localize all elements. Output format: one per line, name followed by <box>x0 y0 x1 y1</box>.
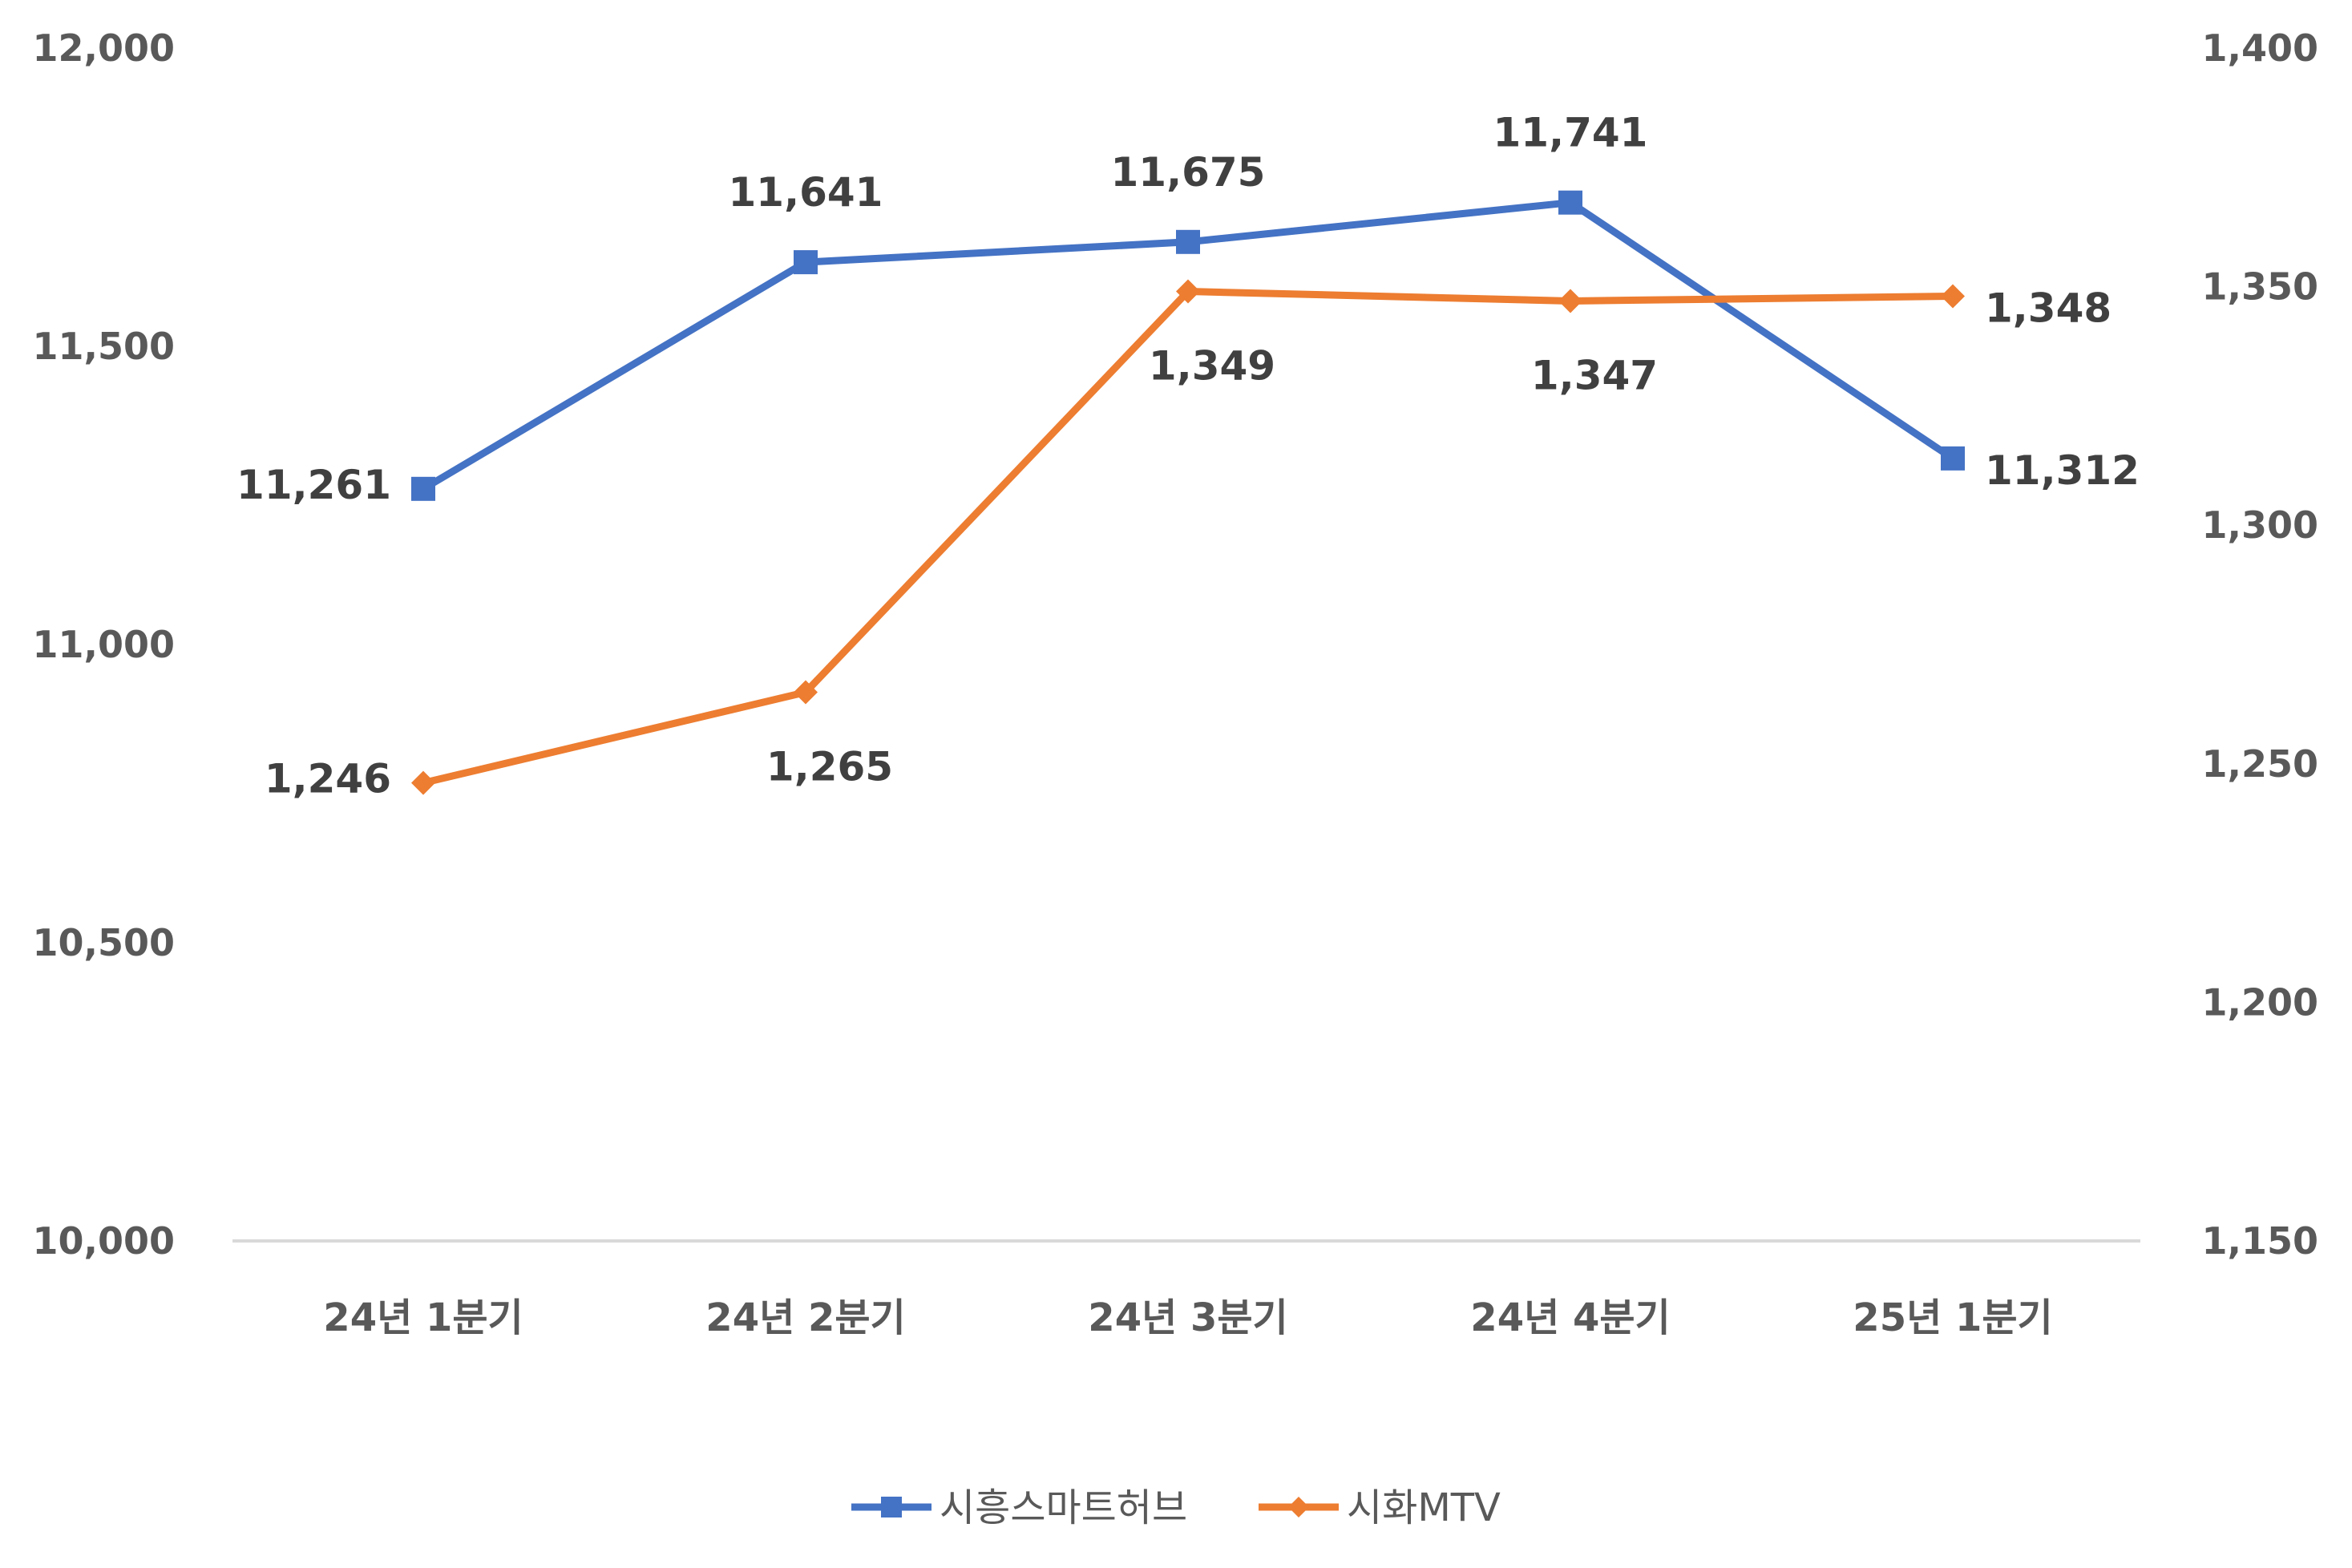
data-labels: 11,261 11,641 11,675 11,741 11,312 1,246 1,265… <box>236 110 2140 802</box>
data-label: 1,265 <box>766 744 893 790</box>
data-label: 1,246 <box>265 756 391 802</box>
data-point-marker <box>1941 284 1965 309</box>
data-point-marker <box>1176 279 1200 304</box>
category-label: 24년 3분기 <box>1088 1295 1287 1340</box>
legend-label: 시흥스마트허브 <box>940 1485 1187 1530</box>
data-label: 11,312 <box>1985 447 2140 494</box>
right-tick-label: 1,350 <box>2201 265 2318 309</box>
data-point-marker <box>1176 229 1200 254</box>
data-label: 11,741 <box>1493 110 1648 156</box>
data-point-marker <box>794 680 818 705</box>
data-point-marker <box>1941 446 1965 471</box>
data-point-marker <box>411 476 435 501</box>
data-point-marker <box>794 250 818 275</box>
category-label: 24년 2분기 <box>705 1295 905 1340</box>
left-tick-label: 10,500 <box>32 921 175 964</box>
data-point-marker <box>411 770 435 795</box>
legend-marker <box>1288 1497 1309 1517</box>
left-tick-label: 11,500 <box>32 325 175 368</box>
data-label: 1,347 <box>1531 352 1658 398</box>
category-label: 24년 1분기 <box>323 1295 523 1340</box>
left-tick-label: 10,000 <box>32 1219 175 1263</box>
right-tick-label: 1,250 <box>2201 742 2318 786</box>
data-point-marker <box>1558 289 1582 313</box>
legend-label: 시화MTV <box>1347 1485 1501 1530</box>
x-axis: 24년 1분기 24년 2분기 24년 3분기 24년 4분기 25년 1분기 <box>323 1295 2052 1340</box>
data-label: 1,349 <box>1149 343 1275 390</box>
left-tick-label: 12,000 <box>32 26 175 70</box>
left-y-axis: 12,000 11,500 11,000 10,500 10,000 <box>32 26 175 1263</box>
legend: 시흥스마트허브 시화MTV <box>851 1485 1501 1530</box>
data-label: 1,348 <box>1985 285 2112 332</box>
right-tick-label: 1,300 <box>2201 503 2318 547</box>
data-point-marker <box>1558 190 1582 215</box>
legend-marker <box>881 1497 902 1517</box>
data-label: 11,641 <box>729 169 883 216</box>
right-tick-label: 1,400 <box>2201 26 2318 70</box>
left-tick-label: 11,000 <box>32 623 175 666</box>
category-label: 24년 4분기 <box>1470 1295 1670 1340</box>
data-label: 11,261 <box>236 462 391 508</box>
category-label: 25년 1분기 <box>1853 1295 2052 1340</box>
right-tick-label: 1,200 <box>2201 980 2318 1024</box>
data-label: 11,675 <box>1111 149 1266 196</box>
right-tick-label: 1,150 <box>2201 1219 2318 1263</box>
series-layer <box>411 190 1965 795</box>
right-y-axis: 1,400 1,350 1,300 1,250 1,200 1,150 <box>2201 26 2318 1263</box>
